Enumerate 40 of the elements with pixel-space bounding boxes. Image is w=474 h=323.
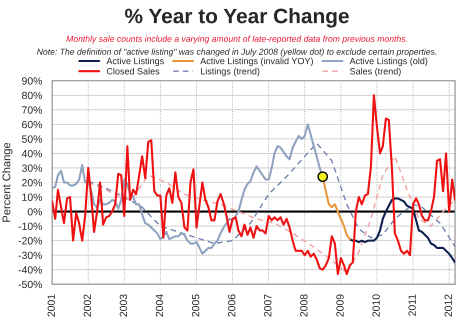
y-tick-label: 10% [22,194,42,201]
x-tick-label: 2012 [444,294,452,317]
y-tick-label: 60% [22,120,42,128]
y-tick-label: 90% [22,77,42,85]
x-tick-label: 2008 [300,294,308,317]
y-tick-label: -10% [18,222,42,230]
chart-subtitle: Monthly sale counts include a varying amount of late-reported data from previous months. [66,36,407,44]
text: Note: The definition of "active listing" was changed in July 2008 (yellow dot) to exclude certain properties. [37,48,436,56]
x-tick-label: 2004 [156,294,164,317]
y-tick-label: 30% [22,164,42,172]
chart-title: % Year to Year Change [124,8,349,28]
x-tick-label: 2001 [48,294,55,317]
y-tick-label: 80% [22,92,42,100]
y-tick-label: 70% [22,106,42,114]
x-tick-label: 2003 [120,294,128,317]
legend-label: Active Listings (old) [350,58,428,66]
legend-label: Active Listings (invalid YOY) [200,58,313,66]
x-tick-label: 2006 [228,294,236,317]
y-tick-label: 50% [22,135,42,143]
x-tick-label: 2010 [372,294,380,317]
y-tick-label: -50% [18,280,42,288]
x-tick-label: 2002 [84,294,92,317]
y-tick-label: 0% [28,208,42,216]
y-tick-label: 40% [22,150,42,158]
legend-label: Sales (trend) [350,68,401,76]
legend-label: Active Listings [106,58,164,66]
y-tick-label: 20% [22,178,42,186]
y-tick-label: -40% [18,266,42,274]
line-series [88,142,456,248]
x-tick-label: 2007 [264,294,272,317]
legend-label: Closed Sales [106,68,160,74]
x-tick-label: 2009 [336,294,344,317]
x-tick-label: 2011 [408,294,416,316]
y-tick-label: -30% [18,252,42,260]
legend-label: Listings (trend) [200,68,260,76]
line-series [52,94,456,276]
y-tick-label: -20% [18,237,42,245]
y-axis-title: Percent Change [2,142,13,222]
line-series [348,197,456,264]
x-tick-label: 2005 [192,294,200,317]
